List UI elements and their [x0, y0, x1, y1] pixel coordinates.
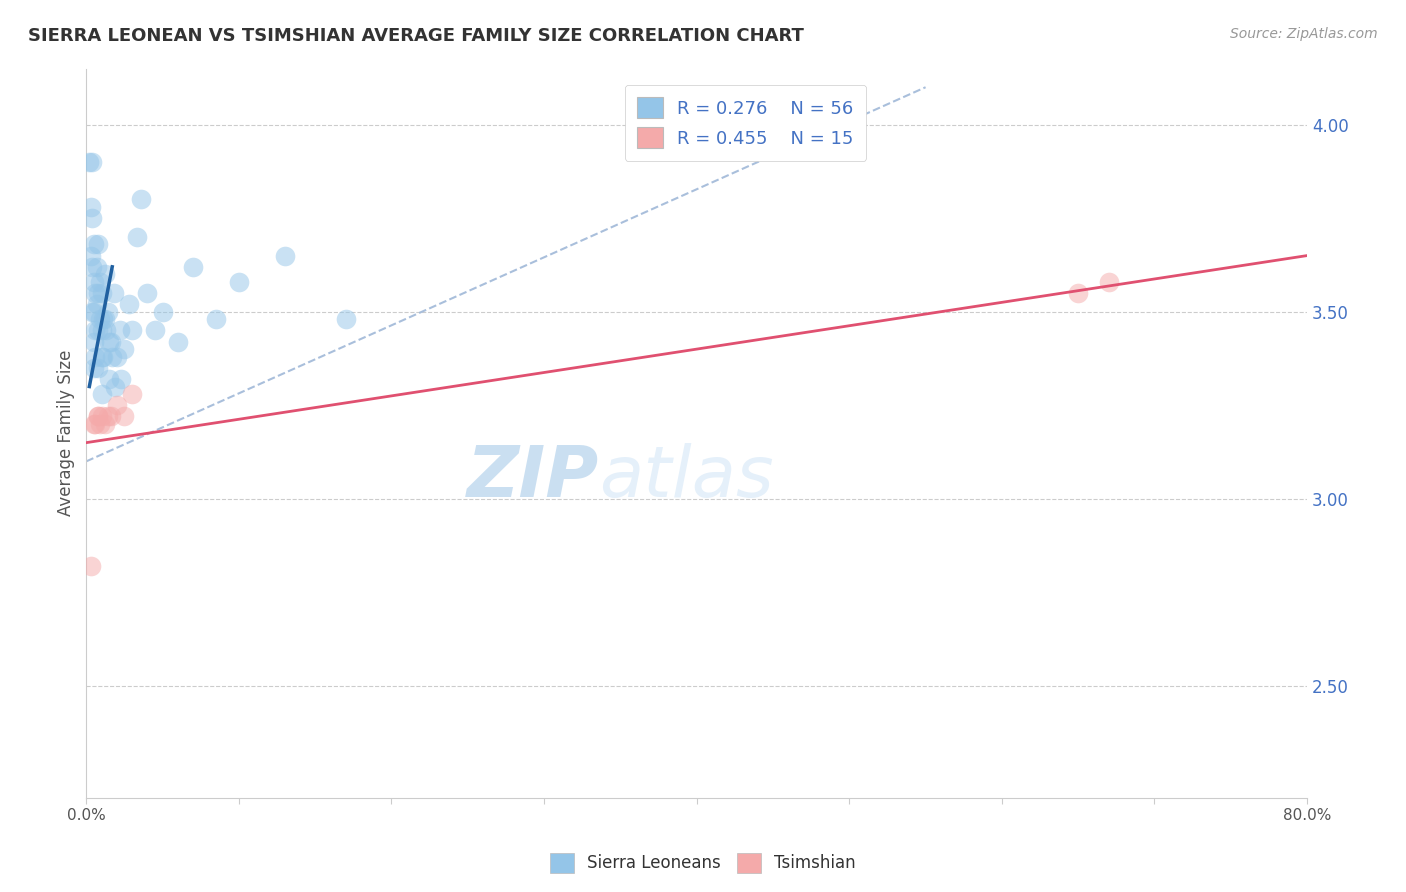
Point [118, 297, 141, 311]
Point [129, 193, 152, 207]
Point [87, 323, 110, 337]
Point [1067, 285, 1090, 300]
Point [93, 312, 115, 326]
Point [97, 304, 120, 318]
Point [136, 285, 159, 300]
Point [83, 417, 105, 431]
Point [86, 260, 108, 274]
Point [94, 323, 117, 337]
Point [93, 417, 115, 431]
Point [82, 304, 104, 318]
Y-axis label: Average Family Size: Average Family Size [58, 350, 75, 516]
Point [80, 200, 103, 214]
Point [82, 155, 104, 169]
Point [228, 275, 250, 289]
Point [87, 360, 110, 375]
Text: atlas: atlas [599, 442, 773, 512]
Point [79, 155, 101, 169]
Point [100, 409, 122, 424]
Point [100, 334, 122, 349]
Point [89, 312, 111, 326]
Point [105, 398, 128, 412]
Point [80, 559, 103, 574]
Point [90, 350, 112, 364]
Point [84, 417, 107, 431]
Point [91, 312, 114, 326]
Point [86, 297, 108, 311]
Point [83, 275, 105, 289]
Point [83, 360, 105, 375]
Legend: R = 0.276    N = 56, R = 0.455    N = 15: R = 0.276 N = 56, R = 0.455 N = 15 [624, 85, 866, 161]
Point [105, 350, 128, 364]
Point [93, 267, 115, 281]
Text: Source: ZipAtlas.com: Source: ZipAtlas.com [1230, 27, 1378, 41]
Point [121, 323, 143, 337]
Point [82, 260, 104, 274]
Point [143, 323, 166, 337]
Point [114, 342, 136, 356]
Point [87, 285, 110, 300]
Point [121, 387, 143, 401]
Point [84, 323, 107, 337]
Point [87, 237, 110, 252]
Point [83, 237, 105, 252]
Point [205, 312, 228, 326]
Point [83, 334, 105, 349]
Point [89, 417, 111, 431]
Point [98, 372, 121, 386]
Legend: Sierra Leoneans, Tsimshian: Sierra Leoneans, Tsimshian [544, 847, 862, 880]
Point [90, 409, 112, 424]
Point [335, 312, 357, 326]
Point [90, 285, 112, 300]
Point [1098, 275, 1121, 289]
Point [125, 230, 148, 244]
Point [80, 249, 103, 263]
Point [83, 304, 105, 318]
Point [84, 285, 107, 300]
Point [273, 249, 295, 263]
Point [166, 334, 188, 349]
Point [84, 350, 107, 364]
Point [110, 372, 132, 386]
Point [103, 285, 125, 300]
Point [91, 350, 114, 364]
Point [87, 409, 110, 424]
Point [82, 211, 104, 226]
Point [98, 334, 121, 349]
Point [104, 379, 127, 393]
Point [87, 409, 110, 424]
Point [90, 387, 112, 401]
Point [108, 323, 131, 337]
Point [89, 275, 111, 289]
Point [152, 304, 174, 318]
Point [101, 350, 124, 364]
Point [181, 260, 204, 274]
Point [90, 323, 112, 337]
Text: SIERRA LEONEAN VS TSIMSHIAN AVERAGE FAMILY SIZE CORRELATION CHART: SIERRA LEONEAN VS TSIMSHIAN AVERAGE FAMI… [28, 27, 804, 45]
Point [114, 409, 136, 424]
Text: ZIP: ZIP [467, 442, 599, 512]
Point [97, 409, 120, 424]
